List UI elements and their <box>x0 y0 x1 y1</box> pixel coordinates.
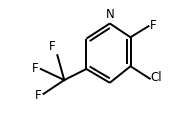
Text: F: F <box>35 89 41 102</box>
Text: F: F <box>49 40 55 53</box>
Text: F: F <box>32 62 39 75</box>
Text: N: N <box>105 8 114 21</box>
Text: Cl: Cl <box>151 71 162 84</box>
Text: F: F <box>150 19 156 32</box>
